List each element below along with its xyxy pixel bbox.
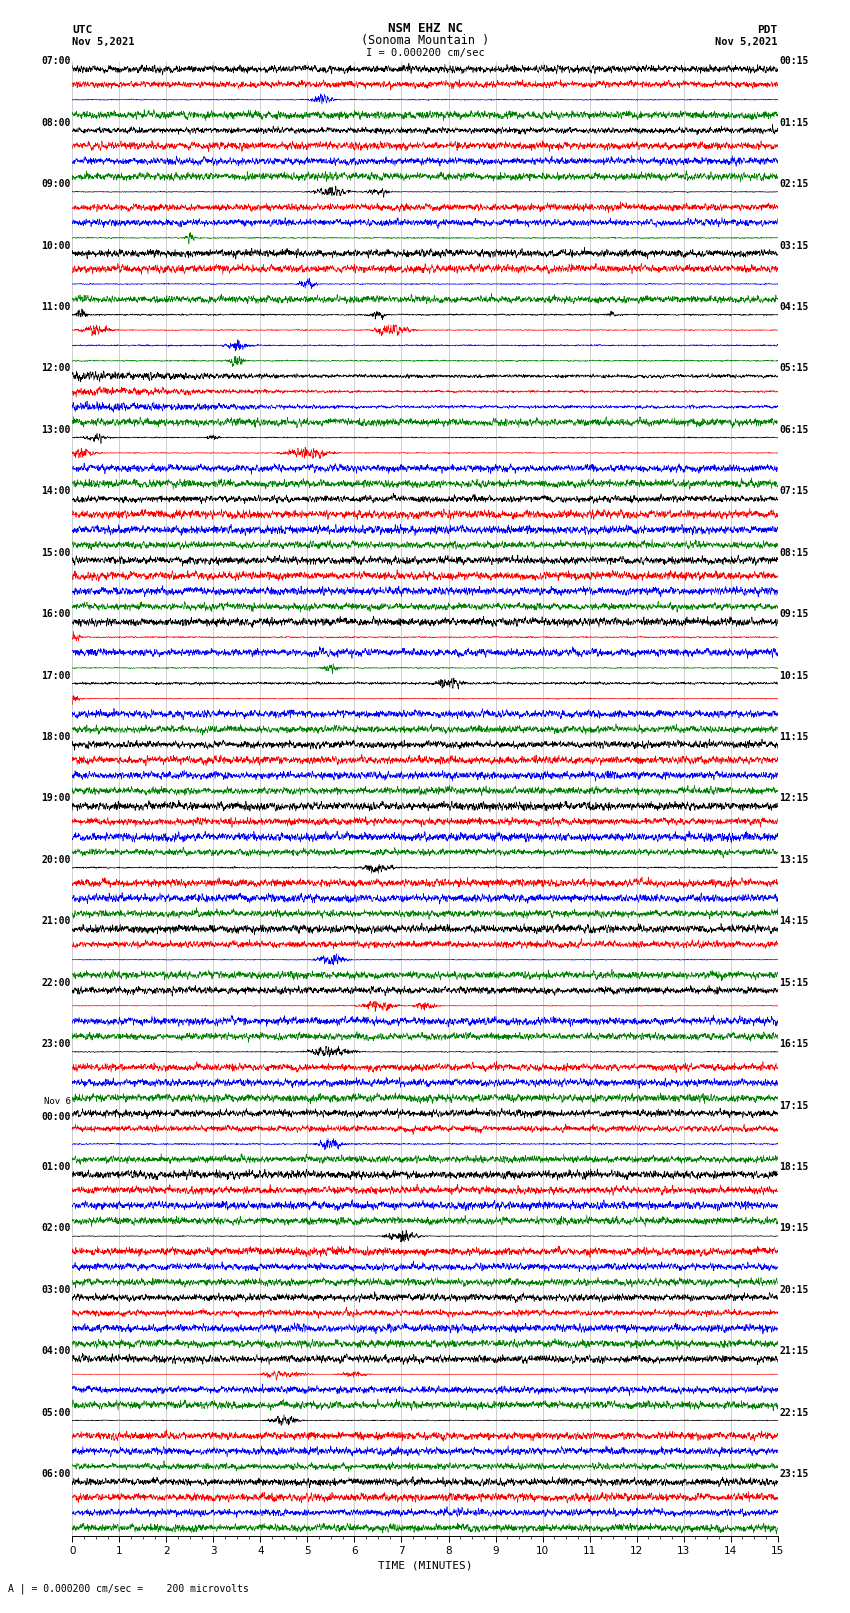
Text: 06:00: 06:00 [41,1469,71,1479]
Text: 09:15: 09:15 [779,610,809,619]
Text: 18:00: 18:00 [41,732,71,742]
Text: Nov 5,2021: Nov 5,2021 [715,37,778,47]
Text: 13:15: 13:15 [779,855,809,865]
Text: 19:00: 19:00 [41,794,71,803]
Text: 18:15: 18:15 [779,1161,809,1173]
Text: 21:00: 21:00 [41,916,71,926]
Text: 16:00: 16:00 [41,610,71,619]
Text: 16:15: 16:15 [779,1039,809,1048]
Text: UTC: UTC [72,26,93,35]
Text: 17:00: 17:00 [41,671,71,681]
Text: 02:00: 02:00 [41,1223,71,1234]
Text: 05:15: 05:15 [779,363,809,374]
Text: 22:15: 22:15 [779,1408,809,1418]
Text: 23:15: 23:15 [779,1469,809,1479]
Text: 14:00: 14:00 [41,486,71,497]
Text: 14:15: 14:15 [779,916,809,926]
Text: 12:00: 12:00 [41,363,71,374]
Text: 10:00: 10:00 [41,240,71,250]
Text: Nov 5,2021: Nov 5,2021 [72,37,135,47]
Text: I = 0.000200 cm/sec: I = 0.000200 cm/sec [366,48,484,58]
Text: 11:15: 11:15 [779,732,809,742]
Text: 06:15: 06:15 [779,424,809,436]
Text: 10:15: 10:15 [779,671,809,681]
Text: 19:15: 19:15 [779,1223,809,1234]
Text: 00:00: 00:00 [41,1111,71,1123]
Text: 21:15: 21:15 [779,1347,809,1357]
Text: PDT: PDT [757,26,778,35]
X-axis label: TIME (MINUTES): TIME (MINUTES) [377,1560,473,1569]
Text: 12:15: 12:15 [779,794,809,803]
Text: A | = 0.000200 cm/sec =    200 microvolts: A | = 0.000200 cm/sec = 200 microvolts [8,1582,249,1594]
Text: 07:00: 07:00 [41,56,71,66]
Text: 02:15: 02:15 [779,179,809,189]
Text: 20:00: 20:00 [41,855,71,865]
Text: Nov 6: Nov 6 [43,1097,71,1105]
Text: 04:00: 04:00 [41,1347,71,1357]
Text: 20:15: 20:15 [779,1286,809,1295]
Text: 08:15: 08:15 [779,548,809,558]
Text: 15:15: 15:15 [779,977,809,987]
Text: 04:15: 04:15 [779,302,809,311]
Text: 15:00: 15:00 [41,548,71,558]
Text: 22:00: 22:00 [41,977,71,987]
Text: 11:00: 11:00 [41,302,71,311]
Text: 01:00: 01:00 [41,1161,71,1173]
Text: 07:15: 07:15 [779,486,809,497]
Text: 17:15: 17:15 [779,1100,809,1111]
Text: 03:00: 03:00 [41,1286,71,1295]
Text: 03:15: 03:15 [779,240,809,250]
Text: 01:15: 01:15 [779,118,809,127]
Text: 05:00: 05:00 [41,1408,71,1418]
Text: 13:00: 13:00 [41,424,71,436]
Text: 09:00: 09:00 [41,179,71,189]
Text: NSM EHZ NC: NSM EHZ NC [388,23,462,35]
Text: 23:00: 23:00 [41,1039,71,1048]
Text: (Sonoma Mountain ): (Sonoma Mountain ) [361,34,489,47]
Text: 08:00: 08:00 [41,118,71,127]
Text: 00:15: 00:15 [779,56,809,66]
